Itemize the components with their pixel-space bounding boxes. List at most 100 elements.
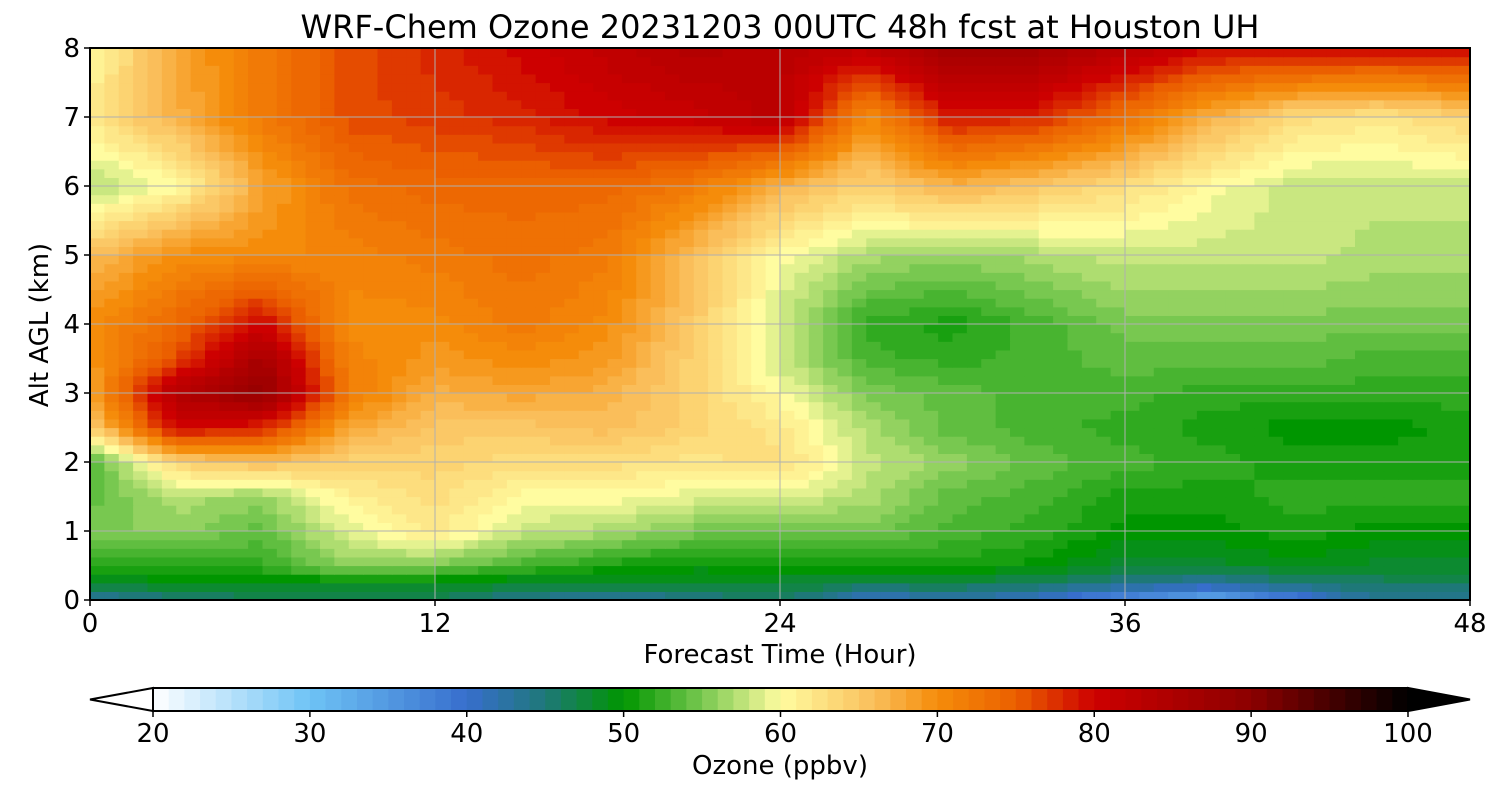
heatmap-cell bbox=[334, 522, 350, 532]
heatmap-cell bbox=[1211, 177, 1227, 187]
heatmap-cell bbox=[1240, 315, 1255, 325]
heatmap-cell bbox=[981, 444, 997, 454]
heatmap-cell bbox=[1182, 591, 1198, 600]
heatmap-cell bbox=[147, 427, 163, 437]
heatmap-cell bbox=[133, 427, 149, 437]
heatmap-cell bbox=[1153, 556, 1169, 567]
heatmap-cell bbox=[1268, 462, 1284, 472]
heatmap-cell bbox=[1340, 539, 1356, 549]
heatmap-cell bbox=[1398, 487, 1414, 498]
heatmap-cell bbox=[435, 272, 450, 282]
heatmap-cell bbox=[506, 522, 522, 532]
heatmap-cell bbox=[751, 436, 767, 446]
heatmap-cell bbox=[923, 306, 939, 316]
heatmap-cell bbox=[190, 548, 206, 558]
heatmap-cell bbox=[1283, 367, 1299, 377]
heatmap-cell bbox=[607, 496, 623, 506]
heatmap-cell bbox=[118, 229, 134, 239]
heatmap-cell bbox=[506, 186, 522, 196]
heatmap-cell bbox=[363, 306, 379, 316]
heatmap-cell bbox=[981, 427, 997, 437]
heatmap-cell bbox=[593, 453, 609, 463]
heatmap-cell bbox=[808, 427, 824, 437]
heatmap-cell bbox=[693, 539, 709, 549]
heatmap-cell bbox=[1311, 470, 1327, 480]
heatmap-cell bbox=[1038, 556, 1054, 567]
heatmap-cell bbox=[363, 393, 379, 403]
heatmap-cell bbox=[1254, 436, 1270, 446]
heatmap-cell bbox=[1369, 151, 1385, 161]
heatmap-cell bbox=[866, 280, 882, 291]
heatmap-cell bbox=[995, 229, 1011, 239]
heatmap-cell bbox=[952, 298, 968, 308]
heatmap-cell bbox=[693, 513, 709, 523]
heatmap-cell bbox=[291, 384, 307, 394]
heatmap-cell bbox=[1196, 255, 1212, 265]
heatmap-cell bbox=[966, 263, 982, 273]
heatmap-cell bbox=[348, 453, 364, 463]
heatmap-cell bbox=[880, 280, 896, 291]
heatmap-cell bbox=[377, 220, 393, 230]
heatmap-cell bbox=[1268, 358, 1284, 368]
heatmap-cell bbox=[981, 436, 997, 446]
heatmap-cell bbox=[205, 263, 220, 273]
heatmap-cell bbox=[966, 315, 982, 325]
heatmap-cell bbox=[377, 436, 393, 446]
heatmap-cell bbox=[593, 401, 609, 411]
heatmap-cell bbox=[708, 272, 724, 282]
heatmap-cell bbox=[679, 418, 695, 429]
heatmap-cell bbox=[1311, 522, 1327, 532]
heatmap-cell bbox=[420, 272, 436, 282]
heatmap-cell bbox=[1010, 384, 1025, 394]
heatmap-cell bbox=[377, 453, 393, 463]
heatmap-cell bbox=[1010, 470, 1025, 480]
heatmap-cell bbox=[1081, 211, 1097, 222]
heatmap-cell bbox=[765, 332, 781, 342]
heatmap-cell bbox=[147, 237, 163, 247]
heatmap-cell bbox=[219, 367, 235, 377]
heatmap-cell bbox=[205, 375, 220, 385]
heatmap-cell bbox=[708, 160, 724, 170]
heatmap-cell bbox=[248, 298, 264, 308]
heatmap-cell bbox=[780, 168, 795, 178]
heatmap-cell bbox=[1283, 582, 1299, 592]
heatmap-cell bbox=[650, 574, 666, 584]
heatmap-cell bbox=[492, 194, 508, 204]
heatmap-cell bbox=[334, 436, 350, 446]
heatmap-cell bbox=[981, 384, 997, 394]
heatmap-cell bbox=[118, 462, 134, 472]
heatmap-cell bbox=[118, 367, 134, 377]
heatmap-cell bbox=[492, 272, 508, 282]
heatmap-cell bbox=[262, 470, 278, 480]
heatmap-cell bbox=[1412, 194, 1428, 204]
heatmap-cell bbox=[895, 496, 910, 506]
heatmap-cell bbox=[363, 531, 379, 541]
heatmap-cell bbox=[780, 332, 795, 342]
heatmap-cell bbox=[866, 410, 882, 420]
heatmap-cell bbox=[535, 358, 551, 368]
heatmap-cell bbox=[1125, 229, 1140, 239]
heatmap-cell bbox=[1139, 255, 1155, 265]
heatmap-cell bbox=[506, 203, 522, 213]
heatmap-cell bbox=[176, 151, 192, 161]
heatmap-cell bbox=[1311, 427, 1327, 437]
heatmap-cell bbox=[363, 410, 379, 420]
heatmap-cell bbox=[693, 194, 709, 204]
heatmap-cell bbox=[118, 591, 134, 600]
heatmap-cell bbox=[1024, 263, 1040, 273]
heatmap-cell bbox=[478, 487, 494, 498]
heatmap-cell bbox=[391, 246, 407, 256]
heatmap-cell bbox=[1110, 393, 1126, 403]
heatmap-cell bbox=[104, 410, 120, 420]
heatmap-cell bbox=[1196, 505, 1212, 515]
heatmap-cell bbox=[966, 384, 982, 394]
heatmap-cell bbox=[1024, 582, 1040, 592]
heatmap-cell bbox=[118, 194, 134, 204]
heatmap-cell bbox=[219, 539, 235, 549]
heatmap-cell bbox=[665, 505, 680, 515]
heatmap-cell bbox=[650, 211, 666, 222]
heatmap-cell bbox=[1225, 160, 1241, 170]
heatmap-cell bbox=[133, 487, 149, 498]
heatmap-cell bbox=[636, 513, 652, 523]
heatmap-cell bbox=[233, 548, 249, 558]
